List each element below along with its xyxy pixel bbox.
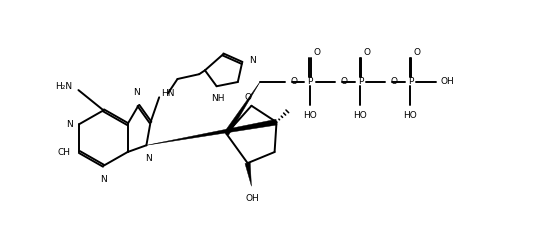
Text: N: N xyxy=(249,56,255,66)
Text: O: O xyxy=(244,93,251,102)
Polygon shape xyxy=(146,119,277,145)
Text: O: O xyxy=(390,77,397,86)
Text: HN: HN xyxy=(162,89,175,99)
Text: N: N xyxy=(146,154,152,164)
Text: H₂N: H₂N xyxy=(55,82,73,91)
Polygon shape xyxy=(224,82,260,135)
Text: HO: HO xyxy=(353,111,367,120)
Text: OH: OH xyxy=(440,77,454,86)
Text: O: O xyxy=(413,48,420,57)
Text: N: N xyxy=(132,88,140,97)
Text: O: O xyxy=(340,77,347,86)
Text: P: P xyxy=(408,77,413,86)
Text: N: N xyxy=(100,175,107,184)
Text: NH: NH xyxy=(211,94,224,103)
Text: P: P xyxy=(307,77,313,86)
Text: OH: OH xyxy=(245,195,259,203)
Polygon shape xyxy=(245,163,252,186)
Text: O: O xyxy=(363,48,370,57)
Text: HO: HO xyxy=(404,111,417,120)
Text: P: P xyxy=(358,77,363,86)
Text: O: O xyxy=(313,48,320,57)
Text: CH: CH xyxy=(58,147,71,156)
Text: O: O xyxy=(290,77,297,86)
Text: N: N xyxy=(66,119,73,129)
Text: HO: HO xyxy=(304,111,317,120)
